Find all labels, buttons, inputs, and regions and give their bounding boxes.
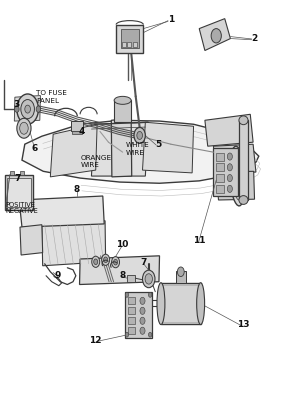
Bar — [128, 327, 135, 334]
Text: 7: 7 — [15, 174, 21, 182]
Circle shape — [92, 256, 100, 267]
Circle shape — [140, 327, 145, 334]
Text: 9: 9 — [54, 271, 61, 280]
Bar — [127, 274, 135, 282]
Text: ORANGE
WIRE: ORANGE WIRE — [81, 155, 112, 168]
Circle shape — [177, 267, 184, 276]
Polygon shape — [42, 221, 106, 266]
Ellipse shape — [239, 116, 248, 125]
Text: 8: 8 — [119, 271, 126, 280]
Text: WHITE
WIRE: WHITE WIRE — [125, 142, 149, 156]
Circle shape — [17, 94, 38, 124]
Ellipse shape — [114, 96, 131, 104]
Bar — [176, 270, 186, 282]
Text: 8: 8 — [74, 185, 80, 194]
Circle shape — [25, 105, 30, 113]
Polygon shape — [111, 118, 132, 177]
Polygon shape — [22, 120, 259, 183]
Circle shape — [137, 132, 142, 140]
Bar — [128, 317, 135, 324]
Circle shape — [15, 106, 19, 112]
Bar — [10, 171, 14, 175]
Polygon shape — [20, 225, 43, 255]
Polygon shape — [205, 114, 253, 146]
Circle shape — [94, 259, 98, 264]
Circle shape — [125, 332, 129, 337]
Text: TO FUSE
PANEL: TO FUSE PANEL — [36, 90, 67, 104]
Circle shape — [145, 274, 152, 284]
Circle shape — [104, 257, 108, 262]
Ellipse shape — [197, 283, 205, 324]
Polygon shape — [50, 124, 97, 177]
Bar — [216, 163, 224, 171]
Circle shape — [148, 292, 152, 297]
Circle shape — [125, 292, 129, 297]
Circle shape — [21, 100, 34, 119]
Ellipse shape — [229, 146, 245, 206]
Text: NEGATIVE: NEGATIVE — [6, 208, 38, 214]
Text: 12: 12 — [89, 336, 102, 345]
Polygon shape — [213, 144, 256, 173]
Bar — [125, 292, 152, 338]
Text: 1: 1 — [168, 15, 174, 24]
Bar — [114, 100, 131, 122]
Polygon shape — [199, 19, 230, 50]
Bar — [161, 282, 201, 324]
Text: 3: 3 — [13, 100, 19, 109]
Bar — [239, 120, 248, 200]
Ellipse shape — [157, 283, 165, 324]
Polygon shape — [80, 256, 160, 284]
Polygon shape — [91, 122, 148, 176]
Polygon shape — [142, 122, 194, 173]
Circle shape — [134, 128, 145, 143]
Text: 6: 6 — [31, 144, 37, 153]
Circle shape — [140, 307, 145, 314]
Text: 13: 13 — [237, 320, 249, 329]
Text: 2: 2 — [251, 34, 258, 43]
Circle shape — [113, 259, 117, 265]
Circle shape — [227, 185, 232, 192]
Bar — [71, 122, 83, 132]
Circle shape — [102, 254, 110, 265]
Polygon shape — [19, 196, 104, 227]
Bar — [216, 152, 224, 160]
Text: 5: 5 — [155, 140, 161, 149]
Polygon shape — [116, 25, 143, 52]
Text: POSITIVE: POSITIVE — [6, 202, 36, 208]
Bar — [213, 148, 238, 196]
Bar — [128, 297, 135, 304]
Bar — [20, 171, 24, 175]
Bar — [122, 42, 126, 47]
Text: 4: 4 — [78, 127, 85, 136]
Text: 10: 10 — [116, 240, 128, 249]
Bar — [121, 28, 139, 48]
Bar — [127, 42, 131, 47]
Bar — [216, 174, 224, 182]
Bar — [5, 175, 33, 210]
Circle shape — [36, 106, 41, 112]
Circle shape — [140, 317, 145, 324]
Polygon shape — [14, 96, 40, 121]
Circle shape — [142, 270, 155, 288]
Circle shape — [112, 257, 119, 268]
Circle shape — [17, 118, 31, 138]
Text: 7: 7 — [141, 258, 147, 268]
Ellipse shape — [232, 152, 243, 200]
Text: 11: 11 — [193, 236, 205, 245]
Circle shape — [227, 164, 232, 171]
Circle shape — [227, 174, 232, 182]
Bar — [72, 131, 82, 134]
Circle shape — [227, 153, 232, 160]
Bar — [7, 178, 31, 207]
Bar — [128, 307, 135, 314]
Bar — [133, 42, 137, 47]
Circle shape — [211, 28, 221, 43]
Circle shape — [148, 332, 152, 337]
Circle shape — [20, 122, 28, 134]
Circle shape — [140, 297, 145, 304]
Bar — [216, 185, 224, 193]
Ellipse shape — [239, 196, 248, 204]
Polygon shape — [216, 171, 255, 200]
